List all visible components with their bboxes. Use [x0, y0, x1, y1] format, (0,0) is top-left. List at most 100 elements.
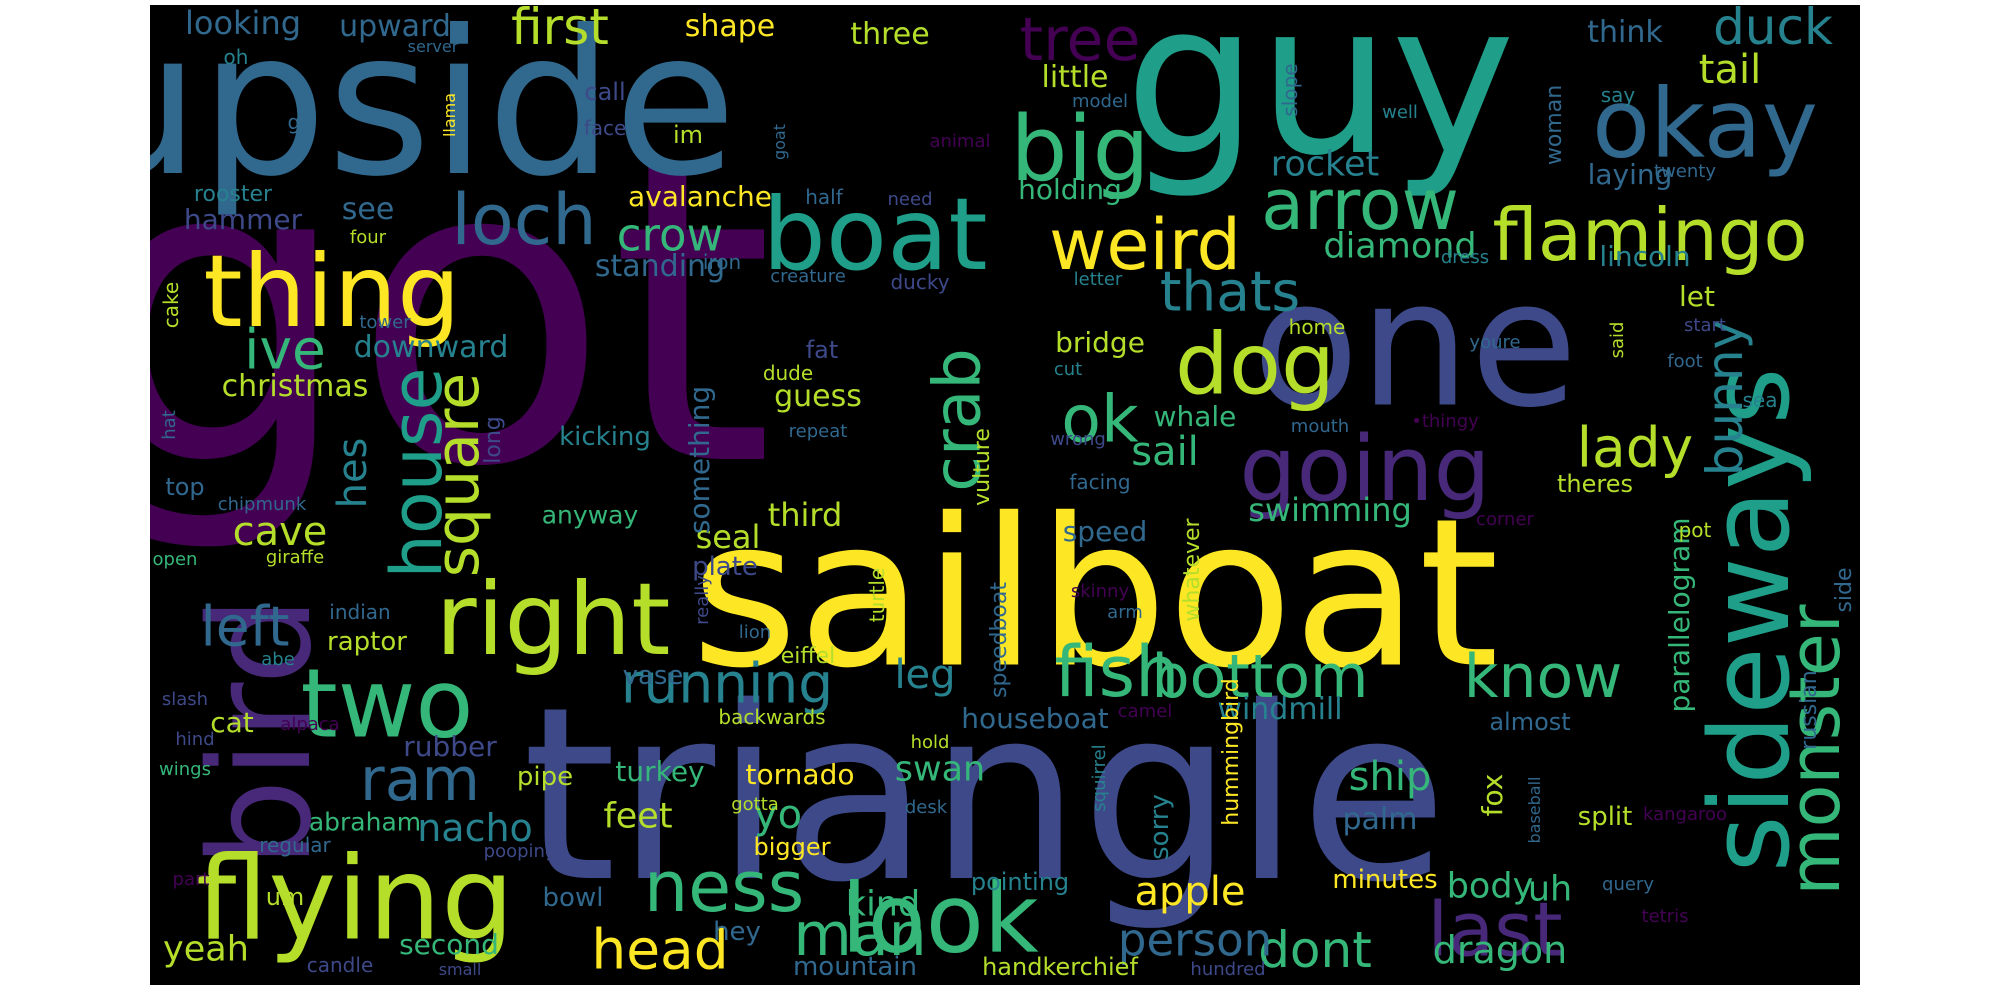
cloud-word: tetris [1641, 906, 1689, 927]
cloud-word: long [481, 416, 506, 464]
cloud-word: theres [1557, 470, 1633, 498]
cloud-word: said [1607, 321, 1628, 359]
cloud-word: crow [616, 208, 724, 262]
cloud-word: ness [643, 846, 805, 928]
cloud-word: hind [175, 729, 215, 750]
cloud-word: eiffel [780, 644, 836, 669]
cloud-word: fox [1476, 773, 1509, 817]
cloud-word: home [1288, 315, 1346, 339]
cloud-word: houseboat [961, 702, 1109, 735]
cloud-word: turtle [865, 567, 889, 623]
cloud-word: fat [805, 336, 839, 364]
cloud-word: server [407, 37, 459, 56]
cloud-word: yo [753, 792, 803, 838]
cloud-word: slash [161, 689, 209, 710]
cloud-word: vulture [970, 428, 995, 506]
cloud-word: going [1239, 417, 1491, 522]
cloud-word: ducky [890, 270, 950, 294]
cloud-word: hammer [183, 203, 303, 236]
cloud-word: body [1446, 866, 1534, 907]
cloud-word: last [1427, 885, 1563, 974]
cloud-word: tail [1698, 47, 1762, 93]
cloud-word: dont [1258, 921, 1372, 979]
cloud-word: ram [360, 745, 480, 815]
cloud-word: left [200, 594, 290, 659]
cloud-word: camel [1117, 701, 1173, 722]
cloud-word: top [165, 473, 205, 501]
cloud-word: upside [150, 5, 737, 221]
word-cloud: gotsailboattriangleupsideguyonebirdsidew… [150, 5, 1860, 985]
cloud-word: one [1252, 243, 1578, 447]
cloud-word: sea [1742, 388, 1778, 412]
cloud-word: whale [1153, 400, 1237, 433]
cloud-word: pot [1678, 518, 1712, 542]
cloud-word: repeat [788, 421, 848, 442]
cloud-word: triangle [522, 655, 1448, 935]
cloud-word: creature [770, 266, 846, 287]
cloud-word: part [172, 869, 210, 890]
cloud-word: think [1587, 15, 1663, 50]
cloud-word: palm [1342, 802, 1418, 837]
cloud-word: model [1071, 91, 1129, 112]
cloud-word: tower [359, 312, 411, 333]
cloud-word: twenty [1654, 161, 1716, 182]
cloud-word: wings [159, 759, 211, 780]
cloud-word: baseball [1525, 776, 1544, 844]
cloud-word: oh [223, 45, 249, 69]
cloud-word: three [850, 17, 930, 52]
cloud-word: slope [1278, 63, 1302, 117]
cloud-word: right [435, 561, 671, 678]
cloud-word: bowl [542, 883, 604, 913]
cloud-word: swimming [1248, 491, 1412, 529]
cloud-word: vase [622, 661, 684, 691]
cloud-word: swan [894, 749, 986, 790]
cloud-word: mountain [792, 952, 918, 982]
cloud-word: go [287, 110, 313, 134]
cloud-word: thats [1159, 259, 1301, 324]
cloud-word: square [423, 372, 493, 578]
cloud-word: woman [1542, 84, 1567, 166]
cloud-word: lion [738, 622, 772, 643]
cloud-word: rooster [193, 182, 273, 207]
cloud-word: corner [1476, 509, 1534, 530]
cloud-word: hat [159, 410, 180, 440]
cloud-word: giraffe [265, 547, 325, 568]
cloud-word: monster [1774, 604, 1856, 896]
cloud-word: head [591, 917, 729, 982]
cloud-word: gotta [731, 794, 779, 815]
cloud-word: boat [762, 176, 988, 293]
cloud-word: hundred [1190, 959, 1266, 980]
cloud-word: looking [184, 5, 302, 42]
cloud-word: sailboat [691, 475, 1499, 714]
cloud-word: almost [1489, 708, 1571, 736]
cloud-word: second [399, 928, 499, 961]
cloud-word: desk [904, 797, 948, 818]
cloud-word: letter [1073, 269, 1123, 290]
cloud-word: cake [159, 281, 183, 329]
cloud-word: running [620, 651, 834, 716]
cloud-word: split [1577, 802, 1633, 832]
cloud-word: side [1832, 567, 1857, 613]
cloud-word: two [300, 649, 474, 760]
cloud-word: cut [1053, 359, 1083, 380]
cloud-word: indian [329, 600, 391, 624]
cloud-word: downward [353, 330, 509, 365]
cloud-word: whatever [1180, 518, 1205, 622]
cloud-word: russian [1797, 670, 1822, 750]
cloud-word: tree [1019, 5, 1141, 75]
cloud-word: okay [1592, 69, 1818, 180]
cloud-word: sail [1131, 429, 1199, 475]
cloud-word: really [692, 575, 713, 625]
cloud-word: first [511, 5, 609, 56]
cloud-word: hold [910, 732, 950, 753]
cloud-word: feet [603, 796, 673, 837]
cloud-word: •thingy [1411, 411, 1479, 432]
cloud-word: four [349, 227, 387, 248]
cloud-word: handkerchief [982, 953, 1138, 981]
cloud-word: little [1041, 60, 1109, 95]
cloud-word: pipe [516, 762, 574, 792]
cloud-word: query [1602, 874, 1654, 895]
cloud-word: guy [1124, 5, 1516, 202]
cloud-word: kind [845, 884, 921, 925]
cloud-word: diamond [1323, 226, 1477, 267]
